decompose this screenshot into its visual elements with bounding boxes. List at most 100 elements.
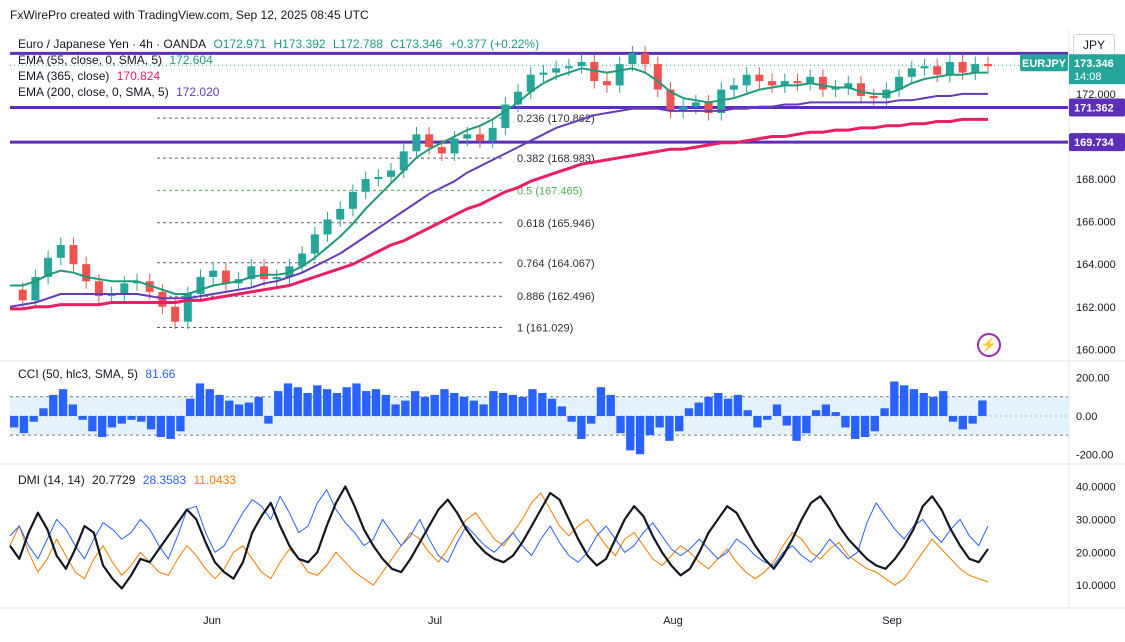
cci-bar: [978, 400, 987, 416]
cci-bar: [10, 415, 19, 428]
instrument-legend: Euro / Japanese Yen · 4h · OANDA O172.97…: [18, 37, 543, 51]
cci-tick-label: -200.00: [1076, 449, 1113, 461]
ema365-label: EMA (365, close): [18, 69, 110, 83]
candle-body: [984, 64, 992, 67]
cci-bar: [909, 389, 919, 416]
cci-bar: [782, 415, 791, 426]
cci-bar: [675, 415, 684, 432]
cci-bar: [205, 389, 214, 416]
candle-body: [120, 283, 129, 294]
cci-bar: [391, 404, 400, 416]
candle-body: [82, 264, 91, 282]
change-value: +0.377 (+0.22%): [449, 37, 540, 51]
cci-label: CCI (50, hlc3, SMA, 5): [18, 367, 139, 381]
cci-bar: [616, 415, 625, 434]
cci-bar: [919, 392, 928, 416]
cci-bar: [156, 415, 166, 438]
cci-bar: [508, 394, 518, 416]
symbol-badge-text: EURJPY: [1022, 58, 1067, 70]
candle-body: [691, 102, 700, 107]
cci-bar: [254, 396, 263, 416]
fib-level-label: 0.764 (164.067): [517, 258, 595, 270]
candle-body: [806, 76, 815, 84]
fib-level-label: 0.886 (162.496): [517, 291, 595, 303]
candle-body: [717, 89, 726, 114]
candle-body: [628, 53, 637, 65]
cci-bar: [851, 415, 860, 439]
cci-bar: [352, 383, 361, 416]
cci-bar: [772, 404, 782, 416]
cci-bar: [587, 415, 596, 424]
ema365-legend: EMA (365, close) 170.824: [18, 69, 164, 83]
cci-bar: [137, 415, 146, 422]
cci-bar: [733, 394, 743, 416]
candle-body: [387, 170, 396, 177]
price-tick-label: 170.000: [1076, 131, 1116, 143]
candle-body: [856, 83, 865, 96]
ema365-line: [10, 117, 988, 311]
candle-body: [361, 179, 370, 192]
cci-bar: [420, 396, 430, 416]
cci-bar: [146, 415, 156, 430]
level1-badge-text: 171.362: [1074, 102, 1114, 114]
cci-bar: [176, 415, 185, 432]
candle-body: [18, 289, 27, 301]
candle-body: [539, 72, 548, 75]
cci-bar: [459, 396, 469, 416]
candle-body: [704, 102, 713, 114]
cci-bar: [606, 394, 615, 416]
cci-bar: [166, 415, 175, 439]
dmi-adx-value: 20.7729: [92, 473, 136, 487]
cci-value: 81.66: [145, 367, 176, 381]
candle-body: [564, 66, 573, 69]
cci-bar: [19, 415, 29, 434]
currency-selector[interactable]: JPY: [1073, 34, 1115, 56]
cci-bar: [499, 392, 508, 416]
ema200-legend: EMA (200, close, 0, SMA, 5) 172.020: [18, 85, 223, 99]
cci-bar: [694, 402, 703, 416]
candle-body: [450, 138, 459, 154]
axes: 172.000 170.000 168.000 166.000 164.000 162.0…: [0, 30, 1125, 627]
dmi-line: [9, 489, 989, 566]
ema200-label: EMA (200, close, 0, SMA, 5): [18, 85, 169, 99]
dmi-tick-label: 40.0000: [1076, 481, 1116, 493]
cci-legend: CCI (50, hlc3, SMA, 5) 81.66: [18, 367, 179, 381]
cci-bar: [753, 415, 762, 428]
cci-bar: [763, 415, 772, 420]
cci-bar: [469, 400, 478, 416]
price-tick-label: 172.000: [1076, 89, 1116, 101]
candle-body: [374, 176, 383, 180]
cci-bar: [880, 408, 889, 416]
dmi-label: DMI (14, 14): [18, 473, 85, 487]
dmi-pane: [9, 485, 989, 590]
candle-body: [514, 91, 523, 105]
cci-bar: [313, 385, 322, 416]
dmi-tick-label: 10.0000: [1076, 580, 1116, 592]
price-badge: [1069, 54, 1125, 85]
open-value: O172.971: [213, 37, 267, 51]
candle-body: [755, 74, 764, 82]
lightning-icon[interactable]: ⚡: [977, 333, 1001, 357]
cci-bar: [68, 404, 77, 416]
ema55-line: [10, 67, 988, 295]
candle-body: [260, 266, 269, 280]
cci-bar: [723, 398, 733, 416]
candle-body: [183, 294, 192, 322]
cci-bar: [88, 415, 97, 432]
symbol-badge: [1020, 54, 1068, 72]
time-axis-label: Jul: [428, 615, 442, 627]
cci-bar: [450, 392, 459, 416]
watermark-header: FxWirePro created with TradingView.com, …: [10, 8, 369, 22]
candle-body: [869, 96, 878, 99]
candle-body: [44, 257, 53, 277]
cci-bar: [743, 410, 752, 416]
candle-body: [463, 134, 472, 139]
candle-body: [602, 81, 611, 86]
candle-body: [298, 253, 307, 267]
cci-band: [10, 396, 1068, 436]
instrument-name: Euro / Japanese Yen · 4h · OANDA: [18, 37, 207, 51]
cci-tick-label: 0.00: [1076, 411, 1097, 423]
cci-bar: [547, 398, 557, 416]
cci-bar: [371, 389, 381, 416]
cci-bar: [626, 415, 635, 451]
